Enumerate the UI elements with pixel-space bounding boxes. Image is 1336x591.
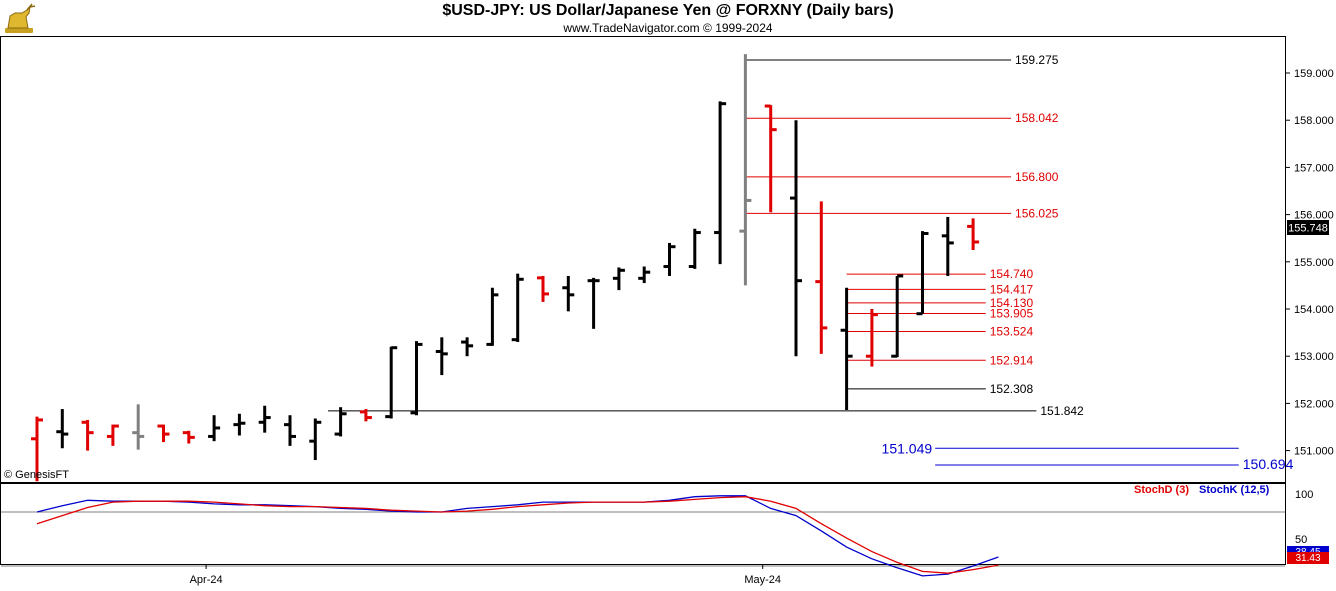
ohlc-bar	[81, 419, 94, 451]
ohlc-bar	[865, 309, 878, 367]
chart-subtitle: www.TradeNavigator.com © 1999-2024	[563, 21, 773, 35]
level-label: 159.275	[1015, 53, 1059, 67]
level-label: 151.842	[1040, 404, 1084, 418]
stoch-d-value: 31.43	[1295, 553, 1320, 564]
level-label: 153.524	[990, 324, 1034, 338]
ohlc-bar	[891, 274, 904, 358]
ohlc-bar	[511, 273, 524, 343]
ohlc-bar	[688, 228, 701, 269]
price-tick-label: 152.000	[1294, 398, 1334, 410]
ohlc-bar	[208, 415, 221, 442]
ohlc-bar	[638, 266, 651, 284]
level-label: 152.914	[990, 353, 1034, 367]
level-label: 152.308	[990, 382, 1034, 396]
ohlc-bar	[840, 287, 853, 411]
chart-area: 159.000 158.000 157.000 156.000 155.000 154.0…	[0, 36, 1334, 586]
price-bars	[31, 54, 980, 482]
price-tick-label: 157.000	[1294, 162, 1334, 174]
ohlc-bar	[562, 275, 575, 312]
last-price-box	[1287, 220, 1329, 235]
ohlc-bar	[815, 201, 828, 354]
ohlc-bar	[486, 287, 499, 346]
time-tick-label: Apr-24	[190, 574, 223, 586]
ohlc-bar	[739, 54, 752, 286]
ohlc-bar	[967, 218, 980, 250]
level-label: 154.740	[990, 267, 1034, 281]
level-label: 151.049	[882, 440, 933, 456]
ohlc-bar	[587, 277, 600, 329]
stoch-d-legend: StochD (3)	[1134, 484, 1189, 496]
price-levels: 159.275 158.042 156.800 156.025 154.740154.4…	[327, 53, 1294, 472]
price-axis: 159.000 158.000 157.000 156.000 155.000 154.0…	[1285, 68, 1334, 458]
time-axis: Apr-24 May-24	[190, 564, 781, 586]
price-tick-label: 155.000	[1294, 257, 1334, 269]
price-tick-label: 158.000	[1294, 115, 1334, 127]
ohlc-bar	[309, 418, 322, 461]
stoch-panel-frame	[0, 483, 1286, 565]
price-tick-label: 154.000	[1294, 304, 1334, 316]
level-label: 158.042	[1015, 111, 1059, 125]
ohlc-bar	[31, 416, 43, 482]
stoch-tick-label: 50	[1295, 534, 1307, 546]
ohlc-bar	[233, 413, 246, 436]
ohlc-bar	[764, 104, 777, 213]
ohlc-bar	[790, 120, 802, 357]
ohlc-bar	[56, 409, 69, 449]
ohlc-bar	[359, 409, 372, 422]
price-tick-label: 156.000	[1294, 210, 1334, 222]
level-label: 154.130	[990, 296, 1034, 310]
ohlc-bar	[916, 231, 929, 316]
price-tick-label: 153.000	[1294, 351, 1334, 363]
stoch-k-line	[36, 495, 999, 577]
level-label: 156.800	[1015, 170, 1059, 184]
ohlc-bar	[435, 337, 448, 376]
price-panel-frame	[0, 36, 1286, 483]
chart-header: $USD-JPY: US Dollar/Japanese Yen @ FORXN…	[0, 0, 1336, 38]
ohlc-bar	[461, 337, 474, 357]
ohlc-bar	[182, 430, 195, 444]
ohlc-bar	[284, 415, 296, 446]
ohlc-bar	[106, 424, 119, 446]
stoch-tick-label: 100	[1295, 489, 1313, 501]
ohlc-bar	[612, 267, 625, 291]
copyright-label: © GenesisFT	[4, 469, 69, 481]
ohlc-bar	[334, 407, 347, 437]
price-tick-label: 159.000	[1294, 68, 1334, 80]
stoch-d-line	[36, 496, 999, 574]
ohlc-bar	[941, 216, 954, 276]
ohlc-bar	[258, 405, 271, 433]
time-tick-label: May-24	[744, 574, 781, 586]
last-price-label: 155.748	[1288, 223, 1328, 235]
level-label: 153.905	[990, 306, 1034, 320]
ohlc-bar	[714, 101, 727, 265]
level-label: 150.694	[1243, 456, 1294, 472]
level-label: 156.025	[1015, 206, 1059, 220]
stoch-d-value-box	[1287, 552, 1329, 564]
level-label: 154.417	[990, 282, 1034, 296]
ohlc-bar	[537, 275, 549, 302]
chart-title: $USD-JPY: US Dollar/Japanese Yen @ FORXN…	[442, 2, 894, 19]
ohlc-bar	[385, 346, 398, 419]
ohlc-bar	[157, 424, 170, 443]
ohlc-bar	[410, 341, 423, 416]
ohlc-bar	[132, 404, 145, 450]
gold-bull-logo-icon	[5, 3, 36, 33]
price-tick-label: 151.000	[1294, 446, 1334, 458]
ohlc-bar	[663, 242, 676, 276]
stoch-k-legend: StochK (12,5)	[1199, 484, 1270, 496]
